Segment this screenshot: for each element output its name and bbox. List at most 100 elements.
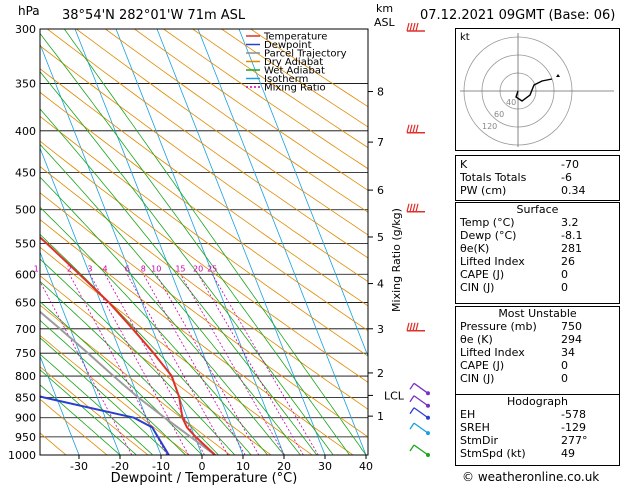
hodograph-trace bbox=[515, 78, 553, 102]
table-row-label: K bbox=[460, 158, 468, 171]
lcl-label: LCL bbox=[384, 389, 405, 402]
legend-label: Mixing Ratio bbox=[264, 83, 326, 94]
mixing-ratio-label: 1 bbox=[34, 264, 39, 273]
dry-adiabat-line bbox=[40, 45, 368, 283]
temperature-tick-label: 0 bbox=[199, 460, 206, 473]
pressure-tick-label: 300 bbox=[15, 23, 36, 36]
table-row-label: CIN (J) bbox=[460, 372, 495, 385]
surface-table: Surface Temp (°C) 3.2 Dewp (°C) -8.1 θe(K) 28… bbox=[455, 202, 620, 304]
dry-adiabat-line bbox=[40, 68, 368, 307]
km-tick-label: 3 bbox=[377, 323, 384, 336]
table-row-label: θe(K) bbox=[460, 242, 490, 255]
km-tick-label: 4 bbox=[377, 278, 384, 291]
table-row: θe(K) 281 bbox=[456, 242, 619, 255]
table-row-value: -8.1 bbox=[561, 229, 583, 242]
mixing-ratio-label: 2 bbox=[67, 264, 72, 273]
dry-adiabat-line bbox=[40, 140, 368, 383]
legend: Temperature Dewpoint Parcel Trajectory Dry … bbox=[244, 30, 374, 98]
table-row: CAPE (J) 0 bbox=[456, 268, 619, 281]
wind-barb-flag bbox=[409, 444, 415, 452]
table-row: Lifted Index 26 bbox=[456, 255, 619, 268]
table-row-value: -70 bbox=[561, 158, 579, 171]
wind-barb-flag bbox=[415, 22, 419, 32]
wind-barb bbox=[413, 395, 429, 407]
dry-adiabat-line bbox=[40, 366, 149, 455]
wind-barb-flag bbox=[406, 22, 410, 32]
table-row-value: 294 bbox=[561, 333, 582, 346]
pressure-tick-label: 400 bbox=[15, 125, 36, 138]
mixing-ratio-line bbox=[126, 274, 229, 455]
hodograph-ring-label: 40 bbox=[506, 98, 516, 107]
wind-barb-flag bbox=[409, 407, 415, 415]
mixing-ratio-line bbox=[197, 274, 304, 455]
wind-barb-flag bbox=[409, 22, 413, 32]
temperature-tick-label: 20 bbox=[277, 460, 291, 473]
wet-adiabat-line bbox=[40, 71, 334, 455]
mixing-ratio-axis-title: Mixing Ratio (g/kg) bbox=[390, 208, 403, 312]
wet-adiabat-line bbox=[40, 206, 268, 455]
legend-label: Wet Adiabat bbox=[264, 66, 325, 77]
table-row-label: Dewp (°C) bbox=[460, 229, 517, 242]
wind-barb-flag bbox=[406, 203, 410, 212]
wet-adiabat-line bbox=[40, 369, 137, 455]
table-row: Totals Totals -6 bbox=[456, 171, 619, 184]
wet-adiabat-line bbox=[40, 280, 219, 455]
km-tick-label: 6 bbox=[377, 184, 384, 197]
table-row-value: -129 bbox=[561, 421, 586, 434]
pressure-tick-label: 650 bbox=[15, 297, 36, 310]
legend-label: Dewpoint bbox=[264, 40, 312, 51]
pressure-tick-label: 450 bbox=[15, 166, 36, 179]
dry-adiabat-line bbox=[40, 398, 108, 455]
wind-barb-dot bbox=[426, 453, 430, 457]
table-row-label: SREH bbox=[460, 421, 490, 434]
isotherm-line bbox=[40, 147, 162, 455]
dry-adiabat-line bbox=[40, 219, 354, 455]
dry-adiabat-line bbox=[47, 29, 368, 259]
table-row-value: 281 bbox=[561, 242, 582, 255]
pressure-tick-label: 800 bbox=[15, 370, 36, 383]
wind-barb-flag bbox=[409, 203, 413, 212]
dry-adiabat-line bbox=[105, 29, 368, 213]
wind-barb-flag bbox=[406, 124, 410, 133]
table-row-label: PW (cm) bbox=[460, 184, 507, 197]
table-row-value: 0 bbox=[561, 268, 568, 281]
table-row-label: Lifted Index bbox=[460, 255, 525, 268]
km-axis-label: km bbox=[376, 2, 394, 15]
wet-adiabat-line bbox=[40, 319, 186, 455]
table-row: CIN (J) 0 bbox=[456, 281, 619, 294]
wet-adiabat-line bbox=[40, 337, 170, 455]
wind-barb-flag bbox=[415, 203, 419, 212]
isotherm-line bbox=[238, 29, 368, 358]
pressure-tick-label: 950 bbox=[15, 431, 36, 444]
wind-barb-flag bbox=[412, 22, 416, 32]
asl-axis-label: ASL bbox=[374, 16, 395, 29]
dry-adiabat-line bbox=[163, 29, 368, 170]
wind-barb-flag bbox=[415, 322, 419, 331]
table-row-value: 0 bbox=[561, 281, 568, 294]
pressure-tick-label: 850 bbox=[15, 391, 36, 404]
dry-adiabat-line bbox=[40, 115, 368, 357]
pressure-tick-label: 900 bbox=[15, 412, 36, 425]
table-row-label: CAPE (J) bbox=[460, 268, 505, 281]
dry-adiabat-line bbox=[40, 166, 368, 410]
parcel-trajectory-line bbox=[40, 310, 216, 455]
legend-label: Parcel Trajectory bbox=[264, 49, 347, 60]
most-unstable-title: Most Unstable bbox=[498, 307, 577, 320]
dry-adiabat-line bbox=[40, 334, 190, 455]
wind-barb bbox=[413, 422, 429, 434]
wind-barb-dot bbox=[426, 415, 430, 420]
temperature-tick-label: -10 bbox=[152, 460, 170, 473]
wind-barb-flag bbox=[409, 382, 415, 390]
datetime-label: 07.12.2021 09GMT (Base: 06) bbox=[420, 8, 616, 23]
wind-barb-flag bbox=[412, 322, 416, 331]
wind-barb bbox=[413, 382, 429, 394]
legend-label: Dry Adiabat bbox=[264, 57, 323, 68]
table-row: CAPE (J) 0 bbox=[456, 359, 619, 372]
table-row-value: 3.2 bbox=[561, 216, 579, 229]
wind-barb-dot bbox=[426, 403, 430, 408]
table-row: StmSpd (kt) 49 bbox=[456, 447, 619, 460]
mixing-ratio-label: 4 bbox=[103, 264, 108, 273]
km-tick-label: 1 bbox=[377, 410, 384, 423]
